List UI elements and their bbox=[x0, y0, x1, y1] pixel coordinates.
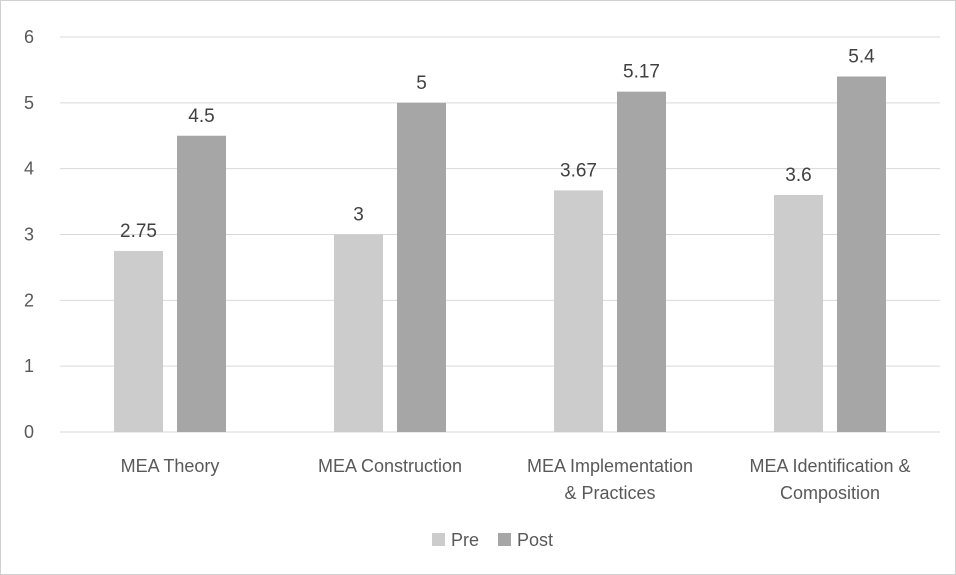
bar-post bbox=[397, 102, 446, 432]
y-tick-label: 4 bbox=[24, 159, 34, 179]
x-category-label: Composition bbox=[780, 483, 880, 503]
bar-post bbox=[837, 76, 886, 432]
data-label: 3.67 bbox=[560, 160, 597, 181]
y-tick-label: 5 bbox=[24, 93, 34, 113]
y-tick-label: 6 bbox=[24, 27, 34, 47]
y-tick-label: 2 bbox=[24, 290, 34, 310]
legend-label: Pre bbox=[451, 530, 479, 550]
x-category-label: MEA Theory bbox=[121, 456, 220, 476]
bar-pre bbox=[774, 195, 823, 432]
x-category-label: & Practices bbox=[564, 483, 655, 503]
data-label: 5.4 bbox=[848, 47, 875, 68]
y-tick-label: 1 bbox=[24, 356, 34, 376]
data-label: 3.6 bbox=[785, 165, 811, 186]
bar-post bbox=[617, 91, 666, 433]
bar-post bbox=[177, 135, 226, 432]
legend-swatch-pre bbox=[432, 533, 445, 546]
x-category-label: MEA Identification & bbox=[749, 456, 910, 476]
data-label: 5 bbox=[416, 73, 427, 94]
bar-pre bbox=[114, 250, 163, 432]
legend-label: Post bbox=[517, 530, 553, 550]
data-label: 2.75 bbox=[120, 221, 157, 242]
data-label: 4.5 bbox=[188, 106, 214, 127]
data-label: 3 bbox=[353, 205, 364, 226]
x-category-label: MEA Construction bbox=[318, 456, 462, 476]
data-label: 5.17 bbox=[623, 62, 660, 83]
bar-pre bbox=[334, 234, 383, 432]
y-tick-label: 3 bbox=[24, 225, 34, 245]
bar-pre bbox=[554, 190, 603, 432]
legend-swatch-post bbox=[498, 533, 511, 546]
x-category-label: MEA Implementation bbox=[527, 456, 693, 476]
y-tick-label: 0 bbox=[24, 422, 34, 442]
